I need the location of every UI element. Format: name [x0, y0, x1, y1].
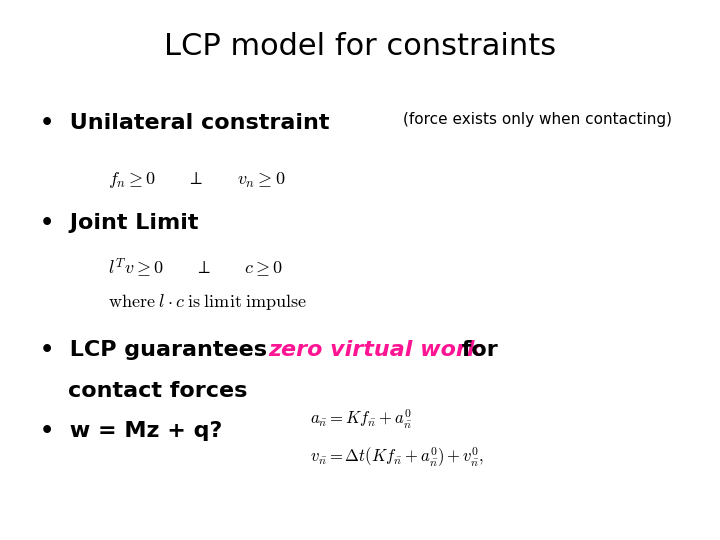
- Text: zero virtual work: zero virtual work: [269, 340, 482, 360]
- Text: $l^T v \geq 0 \qquad \perp \qquad c \geq 0$: $l^T v \geq 0 \qquad \perp \qquad c \geq…: [108, 256, 283, 280]
- Text: $a_{\bar{n}} = K f_{\bar{n}} + a^0_{\bar{n}}$: $a_{\bar{n}} = K f_{\bar{n}} + a^0_{\bar…: [310, 408, 412, 431]
- Text: •  LCP guarantees: • LCP guarantees: [40, 340, 274, 360]
- Text: for: for: [454, 340, 498, 360]
- Text: •  Joint Limit: • Joint Limit: [40, 213, 198, 233]
- Text: •  w = Mz + q?: • w = Mz + q?: [40, 421, 222, 441]
- Text: •  Unilateral constraint: • Unilateral constraint: [40, 113, 337, 133]
- Text: $f_n \geq 0 \qquad \perp \qquad v_n \geq 0$: $f_n \geq 0 \qquad \perp \qquad v_n \geq…: [108, 170, 285, 190]
- Text: $\mathrm{where}\; l \cdot c \;\mathrm{is\; limit\; impulse}$: $\mathrm{where}\; l \cdot c \;\mathrm{is…: [108, 292, 307, 312]
- Text: $v_{\bar{n}} = \Delta t(K f_{\bar{n}} + a^0_{\bar{n}}) + v^0_{\bar{n}},$: $v_{\bar{n}} = \Delta t(K f_{\bar{n}} + …: [310, 446, 484, 469]
- Text: LCP model for constraints: LCP model for constraints: [164, 32, 556, 62]
- Text: (force exists only when contacting): (force exists only when contacting): [403, 112, 672, 127]
- Text: contact forces: contact forces: [68, 381, 248, 401]
